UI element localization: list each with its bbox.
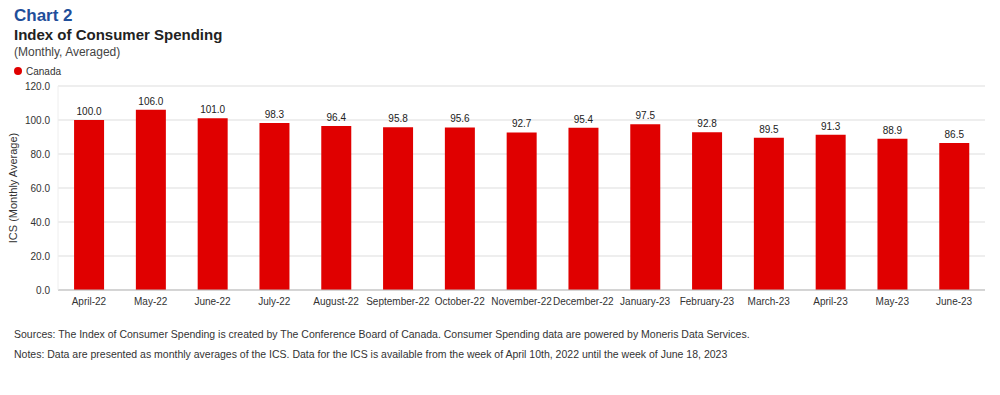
svg-text:80.0: 80.0 [31, 149, 51, 160]
svg-text:40.0: 40.0 [31, 217, 51, 228]
svg-text:92.7: 92.7 [512, 118, 532, 129]
svg-text:60.0: 60.0 [31, 183, 51, 194]
svg-text:July-22: July-22 [258, 296, 291, 307]
svg-text:January-23: January-23 [620, 296, 670, 307]
svg-text:96.4: 96.4 [327, 112, 347, 123]
html-text:Sources: The Index of Consumer: Sources: The Index of Consumer Spending … [14, 328, 750, 340]
svg-text:89.5: 89.5 [759, 124, 779, 135]
svg-text:91.3: 91.3 [821, 121, 841, 132]
svg-text:97.5: 97.5 [636, 110, 656, 121]
svg-text:101.0: 101.0 [200, 104, 225, 115]
svg-text:20.0: 20.0 [31, 251, 51, 262]
svg-text:August-22: August-22 [313, 296, 359, 307]
svg-text:92.8: 92.8 [697, 118, 717, 129]
svg-text:November-22: November-22 [491, 296, 552, 307]
svg-text:September-22: September-22 [366, 296, 430, 307]
svg-text:120.0: 120.0 [25, 81, 50, 92]
svg-text:86.5: 86.5 [945, 129, 965, 140]
svg-text:February-23: February-23 [680, 296, 735, 307]
svg-text:95.6: 95.6 [450, 113, 470, 124]
html-text:(Monthly, Averaged): (Monthly, Averaged) [14, 45, 121, 59]
svg-text:100.0: 100.0 [77, 106, 102, 117]
html-text:Index of Consumer Spending: Index of Consumer Spending [14, 26, 223, 43]
svg-text:June-22: June-22 [194, 296, 231, 307]
svg-text:95.8: 95.8 [388, 113, 408, 124]
svg-text:0.0: 0.0 [36, 285, 50, 296]
svg-text:106.0: 106.0 [138, 96, 163, 107]
svg-text:ICS (Monthly Average): ICS (Monthly Average) [8, 133, 19, 243]
html-text:Chart 2: Chart 2 [14, 6, 73, 25]
svg-text:October-22: October-22 [435, 296, 485, 307]
svg-text:April-23: April-23 [813, 296, 848, 307]
svg-text:95.4: 95.4 [574, 114, 594, 125]
svg-text:March-23: March-23 [748, 296, 791, 307]
html-text:Canada: Canada [26, 65, 61, 77]
svg-text:December-22: December-22 [553, 296, 614, 307]
svg-text:98.3: 98.3 [265, 109, 285, 120]
html-text:Notes: Data are presented as m: Notes: Data are presented as monthly ave… [14, 348, 728, 360]
svg-text:88.9: 88.9 [883, 125, 903, 136]
svg-text:May-23: May-23 [876, 296, 910, 307]
svg-text:June-23: June-23 [936, 296, 973, 307]
svg-text:April-22: April-22 [72, 296, 107, 307]
svg-text:100.0: 100.0 [25, 115, 50, 126]
svg-text:May-22: May-22 [134, 296, 168, 307]
